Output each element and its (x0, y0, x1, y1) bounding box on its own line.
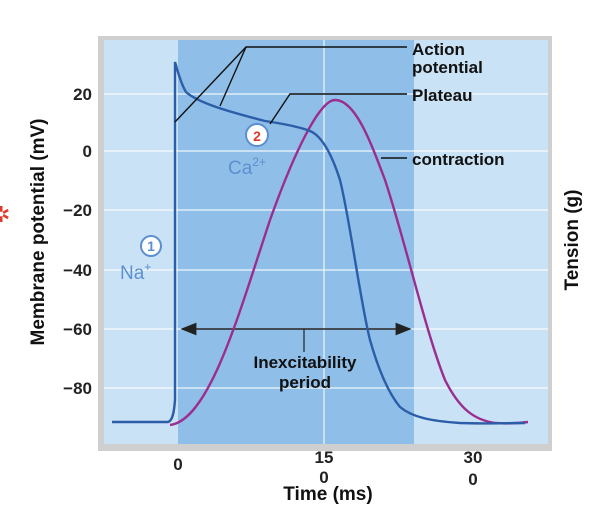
tension-curve (169, 98, 529, 427)
y-tick-label: 0 (83, 142, 92, 161)
x-tick-label-tension-0b: 0 (468, 470, 477, 489)
action-potential-label-line2: potential (412, 58, 483, 77)
star-icon: ✲ (0, 202, 10, 227)
plateau-label: Plateau (412, 86, 472, 105)
calcium-ion-symbol: Ca (228, 158, 253, 179)
calcium-ion-charge: 2+ (252, 155, 266, 169)
y-axis-title-left: Membrane potential (mV) (28, 119, 49, 346)
badge-one-number: 1 (147, 238, 155, 254)
sodium-ion-charge: + (144, 260, 151, 274)
plateau-pointer (269, 93, 407, 125)
y-tick-labels: 20 0 −20 −40 −60 −80 (63, 85, 92, 398)
y-tick-label: 20 (73, 85, 92, 104)
inexcitability-label-line1: Inexcitability (254, 353, 358, 372)
y-tick-label: −20 (63, 201, 92, 220)
action-potential-label-line1: Action (412, 40, 465, 59)
x-tick-label-30: 30 (464, 448, 483, 467)
membrane-potential-curve (112, 61, 526, 425)
x-tick-label-0: 0 (173, 455, 182, 474)
sodium-ion-label: Na+ (120, 260, 151, 284)
x-axis-title: Time (ms) (283, 484, 372, 505)
x-tick-label-15: 15 (315, 448, 334, 467)
badge-one (140, 235, 162, 257)
y-axis-title-right: Tension (g) (562, 190, 583, 291)
y-tick-label: −40 (63, 261, 92, 280)
action-potential-pointer-b (219, 46, 247, 107)
calcium-ion-label: Ca2+ (228, 155, 266, 179)
x-tick-label-tension-0a: 0 (319, 468, 328, 487)
badge-two (245, 123, 269, 147)
badge-two-number: 2 (253, 128, 261, 144)
x-tick-labels: 0 15 30 0 0 (173, 448, 482, 489)
contraction-label: contraction (412, 150, 505, 169)
inexcitability-label-line2: period (279, 373, 331, 392)
y-tick-label: −80 (63, 379, 92, 398)
sodium-ion-symbol: Na (120, 263, 145, 284)
y-tick-label: −60 (63, 320, 92, 339)
label-pointers (174, 46, 407, 159)
